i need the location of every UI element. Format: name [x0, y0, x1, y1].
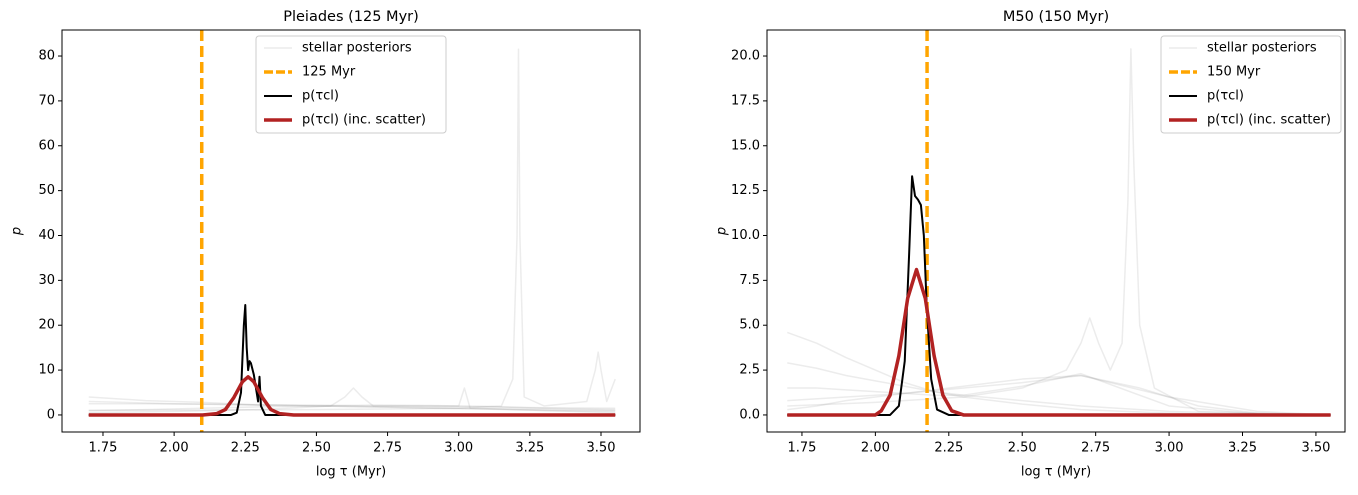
- axes-frame: [61, 29, 641, 433]
- legend-label: stellar posteriors: [302, 41, 412, 56]
- axes-frame: [766, 29, 1346, 433]
- legend: stellar posteriors 150 Myr p(τcl) p(τcl) (i…: [1160, 35, 1342, 134]
- data-line: [88, 402, 616, 409]
- data-line: [88, 400, 616, 412]
- legend-label: p(τcl) (inc. scatter): [1207, 113, 1331, 128]
- data-line: [787, 175, 1331, 416]
- y-tick-label: 30: [38, 273, 55, 288]
- x-tick-label: 3.50: [587, 441, 616, 456]
- data-line: [88, 304, 616, 416]
- data-line: [787, 362, 1331, 416]
- y-tick-label: 15.0: [731, 138, 760, 153]
- data-line: [88, 48, 616, 412]
- data-line: [88, 387, 616, 414]
- y-tick-label: 20.0: [731, 49, 760, 64]
- data-line: [787, 374, 1331, 416]
- y-tick-label: 7.5: [739, 273, 760, 288]
- data-line: [787, 374, 1331, 416]
- x-tick-label: 3.00: [1155, 441, 1184, 456]
- x-tick-label: 1.75: [89, 441, 118, 456]
- data-line: [88, 404, 616, 412]
- legend-box: [1160, 35, 1342, 134]
- chart-title: M50 (150 Myr): [1003, 9, 1109, 25]
- y-tick-label: 40: [38, 228, 55, 243]
- y-tick-label: 70: [38, 93, 55, 108]
- y-tick-label: 80: [38, 49, 55, 64]
- y-tick-label: 20: [38, 318, 55, 333]
- plot-area: [787, 30, 1331, 432]
- x-tick-label: 3.25: [515, 441, 544, 456]
- x-tick-label: 2.25: [231, 441, 260, 456]
- legend-label: p(τcl): [302, 89, 339, 104]
- y-tick-label: 0.0: [739, 407, 760, 422]
- x-axis-label: log τ (Myr): [316, 465, 386, 480]
- x-tick-label: 3.25: [1228, 441, 1257, 456]
- x-tick-label: 3.00: [444, 441, 473, 456]
- legend-box: [255, 35, 447, 134]
- data-line: [88, 396, 616, 413]
- data-line: [787, 372, 1331, 416]
- x-tick-label: 2.75: [1081, 441, 1110, 456]
- chart-title: Pleiades (125 Myr): [283, 9, 419, 25]
- y-tick-label: 50: [38, 183, 55, 198]
- data-line: [787, 267, 1331, 417]
- data-line: [88, 375, 616, 417]
- legend-label: p(τcl) (inc. scatter): [302, 113, 426, 128]
- y-tick-label: 10: [38, 363, 55, 378]
- y-axis-label: p: [10, 227, 25, 236]
- y-tick-label: 60: [38, 138, 55, 153]
- legend-label: stellar posteriors: [1207, 41, 1317, 56]
- x-tick-label: 2.00: [861, 441, 890, 456]
- x-tick-label: 2.00: [160, 441, 189, 456]
- y-tick-label: 5.0: [739, 318, 760, 333]
- x-axis-label: log τ (Myr): [1021, 465, 1091, 480]
- y-axis-label: p: [715, 227, 730, 236]
- legend-label: 150 Myr: [1207, 65, 1261, 80]
- x-tick-label: 1.75: [787, 441, 816, 456]
- legend: stellar posteriors 125 Myr p(τcl) p(τcl) (i…: [255, 35, 447, 134]
- subplot: Pleiades (125 Myr) log τ (Myr) p 1.75 2.00 2.…: [10, 9, 641, 480]
- x-tick-label: 3.50: [1301, 441, 1330, 456]
- y-tick-label: 2.5: [739, 363, 760, 378]
- legend-label: p(τcl): [1207, 89, 1244, 104]
- legend-label: 125 Myr: [302, 65, 356, 80]
- x-tick-label: 2.75: [373, 441, 402, 456]
- x-tick-label: 2.50: [302, 441, 331, 456]
- x-tick-label: 2.50: [1008, 441, 1037, 456]
- y-tick-label: 17.5: [731, 93, 760, 108]
- data-line: [787, 48, 1331, 416]
- y-tick-label: 10.0: [731, 228, 760, 243]
- subplot: M50 (150 Myr) log τ (Myr) p 1.75 2.00 2.25 2.5…: [715, 9, 1346, 480]
- plot-area: [88, 30, 616, 432]
- y-tick-label: 12.5: [731, 183, 760, 198]
- y-tick-label: 0: [47, 407, 55, 422]
- x-tick-label: 2.25: [934, 441, 963, 456]
